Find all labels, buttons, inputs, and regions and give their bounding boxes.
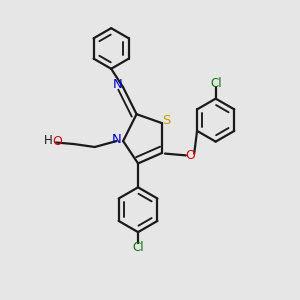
Text: H: H <box>44 134 53 147</box>
Text: Cl: Cl <box>210 76 221 90</box>
Text: O: O <box>185 149 195 162</box>
Text: S: S <box>163 114 171 127</box>
Text: N: N <box>113 78 123 92</box>
Text: N: N <box>112 133 122 146</box>
Text: O: O <box>52 135 62 148</box>
Text: Cl: Cl <box>132 241 144 254</box>
